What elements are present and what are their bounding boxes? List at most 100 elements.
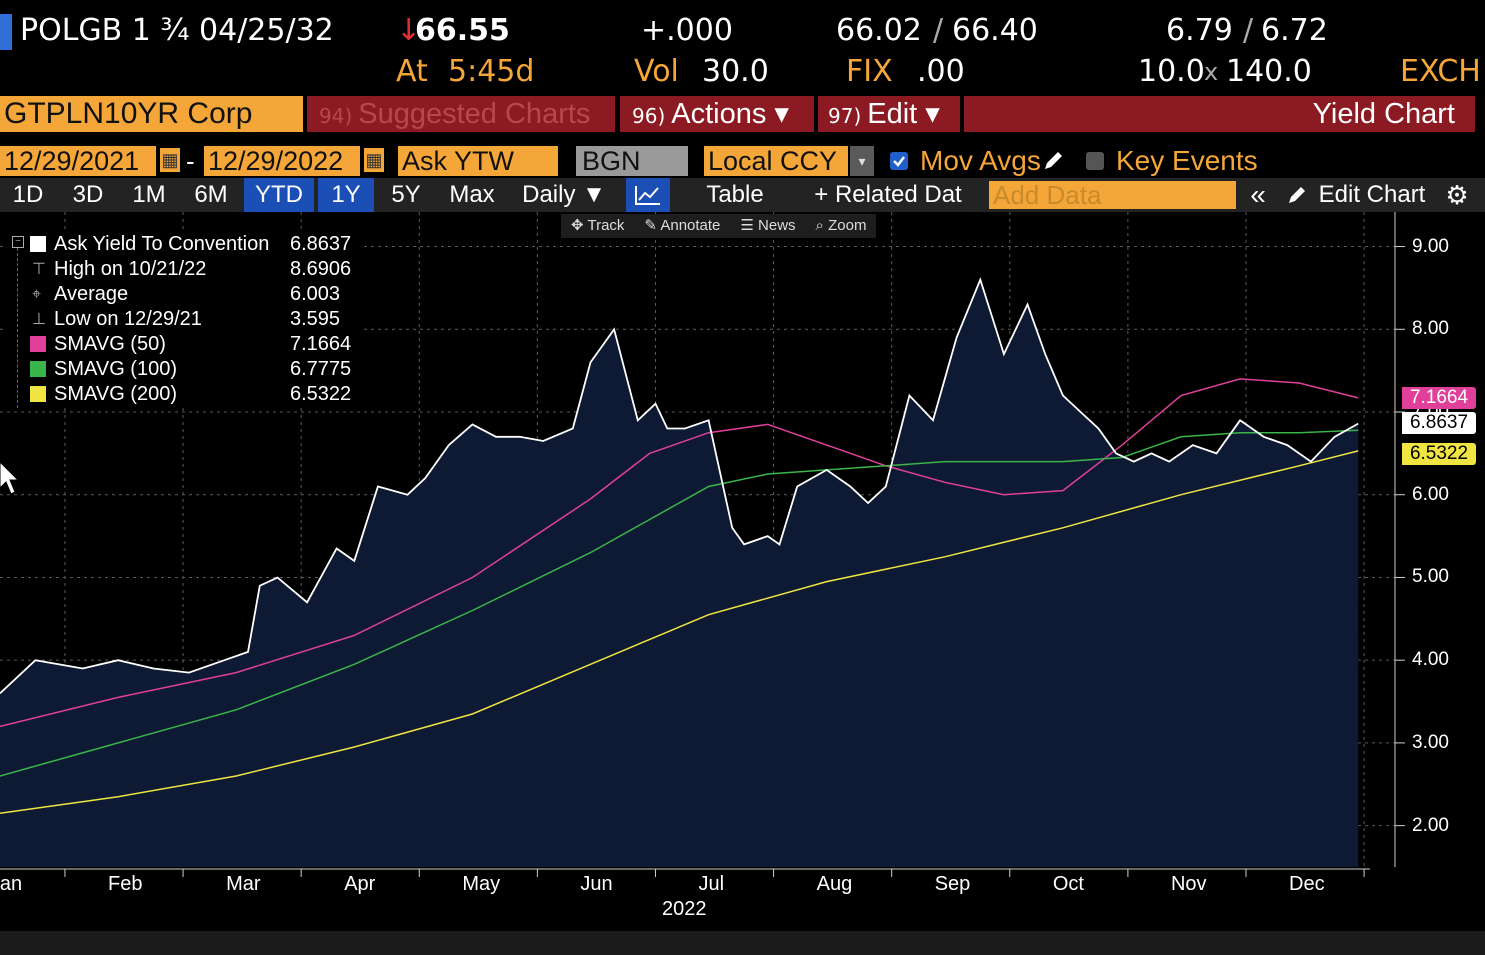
legend-label: Average — [54, 283, 129, 305]
x-tick-label: Oct — [1052, 873, 1084, 895]
legend-label: SMAVG (100) — [54, 358, 177, 380]
x-tick-label: Mar — [226, 873, 261, 895]
legend-swatch — [30, 236, 46, 252]
series-line — [0, 378, 1359, 728]
volume: 30.0 — [702, 54, 769, 89]
legend-item: SMAVG (100) 6.7775 — [6, 357, 360, 382]
pencil-icon[interactable] — [1040, 148, 1066, 174]
exchange: EXCH — [1400, 54, 1481, 89]
actions-menu[interactable]: 96) Actions ▾ — [620, 96, 814, 132]
edit-number: 97) — [828, 104, 862, 128]
legend-item: SMAVG (50) 7.1664 — [6, 332, 360, 357]
tab-3d[interactable]: 3D — [72, 181, 104, 208]
value-tag: 6.8637 — [1402, 412, 1476, 435]
collapse-icon[interactable]: « — [1250, 179, 1266, 210]
table-button[interactable]: Table — [706, 181, 764, 208]
last-time: 5:45d — [448, 54, 535, 89]
value-tag: 6.5322 — [1402, 442, 1476, 465]
x-tick-label: Aug — [816, 873, 853, 895]
bid-ask-separator: / — [933, 13, 944, 48]
tab-max[interactable]: Max — [449, 181, 495, 208]
edit-label: Edit ▾ — [867, 98, 940, 130]
y-tick-label: 6.00 — [1412, 483, 1449, 505]
calendar-icon[interactable]: ▦ — [160, 148, 180, 172]
chart-tools: ✥ Track ✎ Annotate ☰ News ⌕ Zoom — [561, 214, 877, 238]
edit-menu[interactable]: 97) Edit ▾ — [818, 96, 960, 132]
security-name: POLGB 1 ¾ 04/25/32 — [20, 13, 334, 48]
legend-value: 6.8637 — [290, 233, 352, 255]
tab-1y[interactable]: 1Y — [318, 178, 374, 212]
chart-title: Yield Chart — [964, 96, 1475, 132]
mov-avgs-label: Mov Avgs — [920, 145, 1041, 176]
zoom-label: Zoom — [828, 217, 867, 234]
news-tool[interactable]: ☰ News — [740, 217, 796, 234]
start-date-input[interactable]: 12/29/2021 — [0, 146, 156, 176]
tab-6m[interactable]: 6M — [194, 181, 228, 208]
legend-swatch — [30, 361, 46, 377]
chevron-down-icon[interactable]: ▾ — [850, 146, 874, 176]
ask-price: 66.40 — [952, 13, 1038, 48]
legend-marker-icon: ⌖ — [32, 286, 42, 303]
bid-price: 66.02 — [836, 13, 922, 48]
x-tick-label: May — [462, 873, 501, 895]
edit-chart-button[interactable]: Edit Chart — [1318, 181, 1426, 208]
time-label: At — [396, 54, 428, 89]
legend-item: Ask Yield To Convention 6.8637 — [6, 232, 360, 257]
y-tick-label: 5.00 — [1412, 566, 1449, 588]
calendar-icon[interactable]: ▦ — [364, 148, 384, 172]
gear-icon[interactable]: ⚙ — [1445, 180, 1469, 210]
frequency-select[interactable]: Daily ▼ — [522, 181, 606, 208]
track-label: Track — [587, 217, 625, 234]
track-tool[interactable]: ✥ Track — [571, 217, 625, 234]
legend-label: High on 10/21/22 — [54, 258, 207, 280]
yield-chart[interactable] — [0, 212, 1485, 932]
chart-mode-icon[interactable] — [626, 178, 670, 212]
legend-tree-line — [17, 248, 18, 408]
series-line — [0, 276, 1359, 694]
legend-label: SMAVG (200) — [54, 383, 177, 405]
zoom-tool[interactable]: ⌕ Zoom — [815, 217, 867, 234]
source-select[interactable]: BGN — [576, 146, 688, 176]
mov-avgs-checkbox[interactable] — [890, 152, 908, 170]
annotate-label: Annotate — [660, 217, 721, 234]
suggested-charts-button[interactable]: 94) Suggested Charts — [307, 96, 615, 132]
field-select[interactable]: Ask YTW — [398, 146, 558, 176]
tab-ytd[interactable]: YTD — [244, 178, 314, 212]
key-events-checkbox[interactable] — [1086, 152, 1104, 170]
bid-yield: 6.79 — [1166, 13, 1233, 48]
tab-1m[interactable]: 1M — [132, 181, 166, 208]
legend-item: ⌖ Average 6.003 — [6, 282, 360, 307]
series-line — [0, 450, 1359, 814]
collapse-legend-icon[interactable]: − — [12, 236, 24, 248]
pencil-icon[interactable] — [1286, 184, 1308, 206]
end-date-input[interactable]: 12/29/2022 — [204, 146, 360, 176]
chart-title-label: Yield Chart — [1312, 98, 1455, 130]
mouse-cursor-icon — [0, 462, 18, 495]
series-line — [0, 429, 1359, 777]
tab-1d[interactable]: 1D — [12, 181, 44, 208]
x-tick-label: Apr — [344, 873, 376, 895]
legend-item: ⊥ Low on 12/29/21 3.595 — [6, 307, 360, 332]
related-data-button[interactable]: + Related Dat — [814, 181, 962, 208]
x-tick-label: Jan — [0, 873, 23, 895]
annotate-tool[interactable]: ✎ Annotate — [644, 217, 721, 234]
year-label: 2022 — [662, 898, 707, 920]
y-tick-label: 3.00 — [1412, 731, 1449, 753]
legend-swatch — [30, 336, 46, 352]
legend-marker-icon: ⊤ — [32, 261, 46, 278]
currency-select[interactable]: Local CCY — [704, 146, 848, 176]
legend-item: ⊤ High on 10/21/22 8.6906 — [6, 257, 360, 282]
x-tick-label: Jun — [580, 873, 613, 895]
x-tick-label: Dec — [1289, 873, 1325, 895]
ticker-input[interactable]: GTPLN10YR Corp — [0, 96, 303, 132]
net-change: +.000 — [641, 13, 733, 48]
security-flag — [0, 14, 12, 50]
tab-5y[interactable]: 5Y — [391, 181, 421, 208]
add-data-input[interactable]: Add Data — [989, 181, 1236, 209]
legend-marker-icon: ⊥ — [32, 311, 46, 328]
x-tick-label: Jul — [698, 873, 725, 895]
legend-value: 3.595 — [290, 308, 341, 330]
news-label: News — [758, 217, 796, 234]
y-tick-label: 2.00 — [1412, 814, 1449, 836]
last-price: 66.55 — [415, 13, 510, 48]
